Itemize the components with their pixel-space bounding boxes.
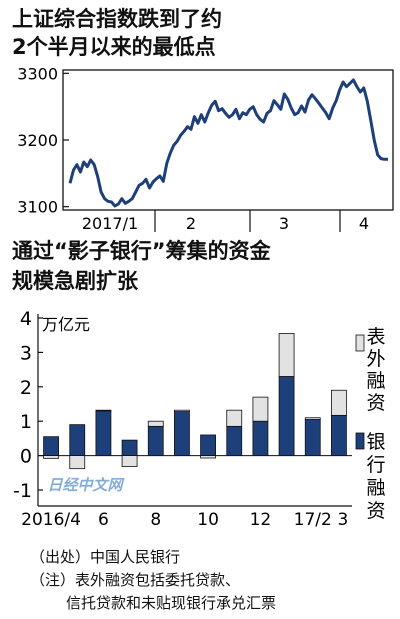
x-tick-label: 17/2 [294, 510, 332, 530]
x-tick-label: 2017/1 [82, 214, 138, 233]
bar-off-balance-financing [304, 417, 321, 420]
legend-off-balance-char: 表 [366, 326, 385, 348]
legend-off-balance-char: 融 [366, 370, 385, 392]
footnote-line-2: 信托贷款和未贴现银行承兑汇票 [66, 594, 277, 612]
bar-bank-financing [226, 425, 243, 456]
bar-off-balance-financing [95, 409, 112, 412]
legend-bank-char: 资 [366, 500, 385, 522]
line-chart-title-line-2: 2个半月以来的最低点 [12, 35, 216, 59]
shanghai-index-line-chart: 3100 3200 3300 2017/1 2 3 4 [17, 64, 394, 233]
bar-chart-title-line-2: 规模急剧扩张 [12, 269, 138, 293]
y-tick-label: 4 [20, 308, 32, 330]
legend-bank-char: 银 [366, 431, 385, 453]
bar-bank-financing [147, 425, 164, 456]
y-tick-label: 0 [20, 446, 32, 468]
watermark-logo: 日经中文网 [47, 476, 125, 494]
footnote-line-1: （注）表外融资包括委托贷款、 [30, 571, 241, 589]
bar-off-balance-financing [226, 409, 243, 427]
bar-bank-financing [200, 434, 216, 456]
bar-chart-title-line-1: 通过“影子银行”筹集的资金 [12, 239, 271, 263]
bar-bank-financing [174, 411, 190, 456]
bar-off-balance-financing [174, 409, 190, 412]
bar-off-balance-financing [69, 455, 86, 470]
x-tick-label: 12 [250, 510, 272, 530]
legend-swatch-bank [355, 432, 365, 450]
bar-bank-financing [69, 424, 86, 457]
line-chart-title-line-1: 上证综合指数跌到了约 [12, 7, 222, 31]
y-tick-label: 1 [20, 411, 32, 433]
x-tick-label: 2 [186, 214, 196, 233]
bar-bank-financing [252, 420, 269, 457]
bar-off-balance-financing [200, 455, 216, 459]
bar-off-balance-financing [147, 420, 164, 427]
y-tick-label: 2 [20, 377, 32, 399]
legend-off-balance-char: 外 [366, 348, 385, 370]
y-tick-label: -1 [13, 480, 32, 502]
unit-label: 万亿元 [42, 315, 90, 334]
bar-bank-financing [331, 414, 347, 456]
bar-bank-financing [278, 376, 295, 457]
legend-off-balance-char: 资 [366, 392, 385, 414]
y-tick-label: 3300 [17, 64, 58, 83]
legend-swatch-off-balance [355, 334, 365, 352]
x-tick-label: 4 [359, 214, 369, 233]
y-tick-label: 3200 [17, 131, 58, 150]
bar-bank-financing [95, 410, 112, 457]
x-tick-label: 3 [279, 214, 289, 233]
x-tick-label: 2016/4 [21, 510, 81, 530]
bar-off-balance-financing [252, 396, 269, 422]
source-note: （出处）中国人民银行 [30, 548, 181, 566]
bar-off-balance-financing [43, 455, 59, 459]
bar-bank-financing [43, 436, 59, 456]
bar-bank-financing [304, 419, 321, 457]
y-tick-label: 3100 [17, 198, 58, 217]
bar-off-balance-financing [278, 333, 295, 377]
y-tick-label: 3 [20, 342, 32, 364]
x-tick-label: 3 [338, 510, 349, 530]
bar-off-balance-financing [121, 455, 138, 468]
x-tick-label: 8 [150, 510, 161, 530]
index-line [68, 78, 388, 208]
x-tick-label: 10 [197, 510, 219, 530]
bar-bank-financing [121, 439, 138, 456]
bar-off-balance-financing [331, 389, 347, 416]
legend-bank-char: 融 [366, 477, 385, 499]
x-tick-label: 6 [98, 510, 109, 530]
legend-bank-char: 行 [366, 454, 385, 476]
